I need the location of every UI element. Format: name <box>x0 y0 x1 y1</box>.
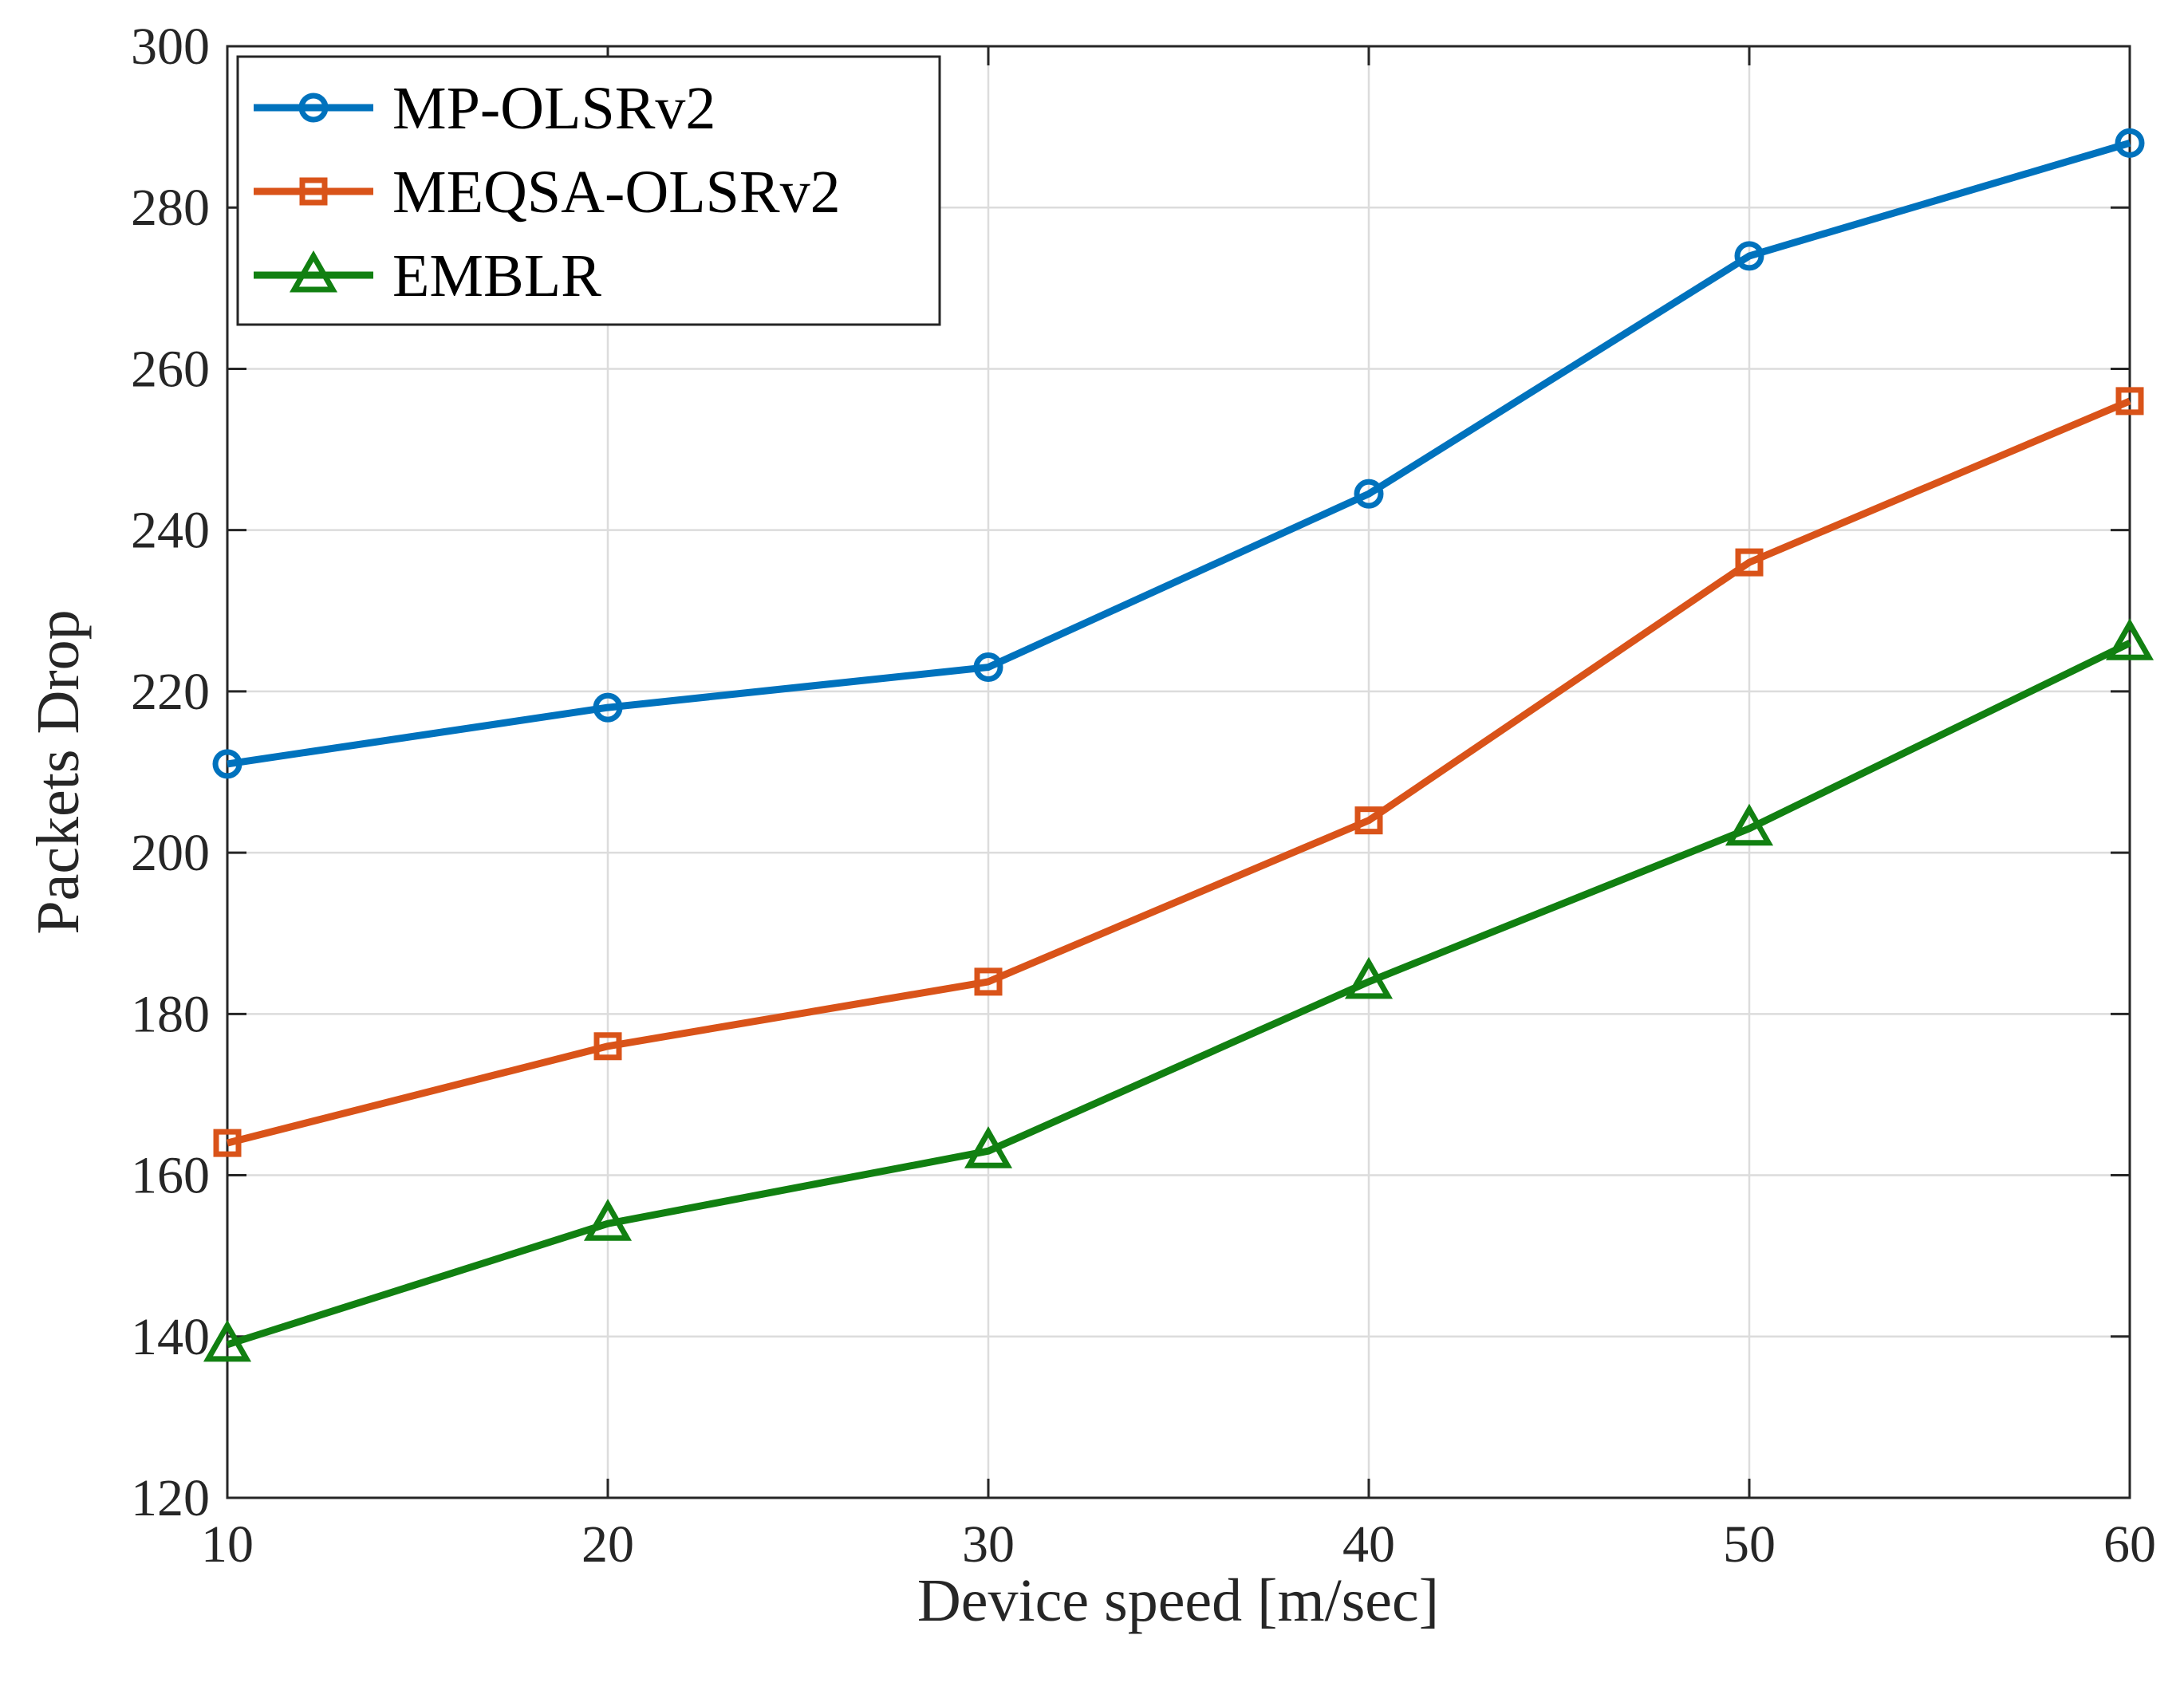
data-point-square <box>2115 387 2144 416</box>
x-tick-label: 50 <box>1723 1515 1776 1574</box>
data-point-square <box>1735 548 1764 577</box>
data-point-triangle <box>2105 618 2154 660</box>
legend-label: EMBLR <box>392 242 601 309</box>
y-tick-label: 220 <box>131 663 210 721</box>
y-tick-label: 200 <box>131 824 210 882</box>
y-axis-label: Packets Drop <box>25 609 92 934</box>
grid <box>226 45 2131 1499</box>
data-point-triangle <box>583 1199 633 1241</box>
series-line <box>226 397 2131 1147</box>
data-point-square <box>1354 806 1383 835</box>
legend-marker-square <box>299 177 328 206</box>
tick-labels: 10 20 30 40 50 60 120 140 160 180 200 220 240 260 280 3… <box>131 18 2156 1574</box>
axes-box <box>226 45 2131 1499</box>
series-line <box>227 140 2131 768</box>
y-tick-label: 240 <box>131 502 210 560</box>
y-tick-label: 140 <box>131 1308 210 1366</box>
data-point-circle <box>212 749 242 779</box>
data-point-circle <box>1734 241 1764 271</box>
data-point-triangle <box>1725 803 1774 846</box>
y-tick-label: 120 <box>131 1469 210 1527</box>
data-point-circle <box>973 652 1003 683</box>
legend-item: MP-OLSRv2 <box>254 75 716 142</box>
series-mp-olsrv2 <box>212 128 2145 779</box>
y-tick-label: 160 <box>131 1147 210 1205</box>
legend-marker-triangle <box>289 250 338 293</box>
axes <box>226 45 2131 1499</box>
series-line <box>226 640 2131 1349</box>
data-point-triangle <box>1344 956 1394 999</box>
y-tick-label: 280 <box>131 179 210 237</box>
data-point-circle <box>2115 128 2145 158</box>
data-point-square <box>213 1129 242 1157</box>
y-tick-label: 260 <box>131 340 210 398</box>
legend-label: MEQSA-OLSRv2 <box>392 159 841 226</box>
data-point-circle <box>593 692 623 723</box>
data-series <box>203 128 2154 1362</box>
x-tick-label: 30 <box>962 1515 1015 1574</box>
series-meqsa-olsrv2 <box>213 387 2144 1157</box>
legend: MP-OLSRv2 MEQSA-OLSRv2 EMBLR <box>236 55 941 326</box>
x-tick-label: 20 <box>581 1515 634 1574</box>
series-emblr <box>203 618 2154 1362</box>
data-point-circle <box>1354 479 1384 509</box>
data-point-triangle <box>964 1126 1013 1168</box>
legend-marker-circle <box>298 93 329 123</box>
data-point-triangle <box>203 1319 252 1362</box>
legend-label: MP-OLSRv2 <box>392 75 716 142</box>
x-tick-label: 10 <box>201 1515 254 1574</box>
data-point-square <box>974 967 1003 996</box>
legend-item: EMBLR <box>254 242 601 309</box>
data-point-square <box>593 1032 622 1061</box>
x-axis-label: Device speed [m/sec] <box>917 1567 1439 1634</box>
legend-item: MEQSA-OLSRv2 <box>254 159 841 226</box>
x-tick-label: 40 <box>1342 1515 1395 1574</box>
x-tick-label: 60 <box>2103 1515 2156 1574</box>
y-tick-label: 300 <box>131 18 210 76</box>
y-tick-label: 180 <box>131 985 210 1043</box>
